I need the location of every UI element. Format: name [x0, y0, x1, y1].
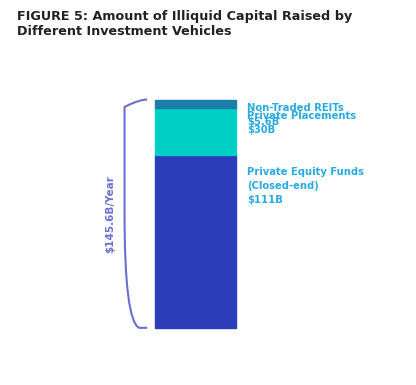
Bar [155, 108, 236, 155]
Bar [155, 100, 236, 108]
Text: Private Equity Funds
(Closed-end)
$111B: Private Equity Funds (Closed-end) $111B [247, 167, 364, 205]
Text: Non-Traded REITs
$5.6B: Non-Traded REITs $5.6B [247, 102, 344, 127]
Text: Different Investment Vehicles: Different Investment Vehicles [17, 25, 231, 38]
Text: $145.6B/Year: $145.6B/Year [105, 175, 115, 253]
Bar [155, 155, 236, 328]
Text: Private Placements
$30B: Private Placements $30B [247, 111, 356, 135]
Text: FIGURE 5: Amount of Illiquid Capital Raised by: FIGURE 5: Amount of Illiquid Capital Rai… [17, 10, 352, 23]
